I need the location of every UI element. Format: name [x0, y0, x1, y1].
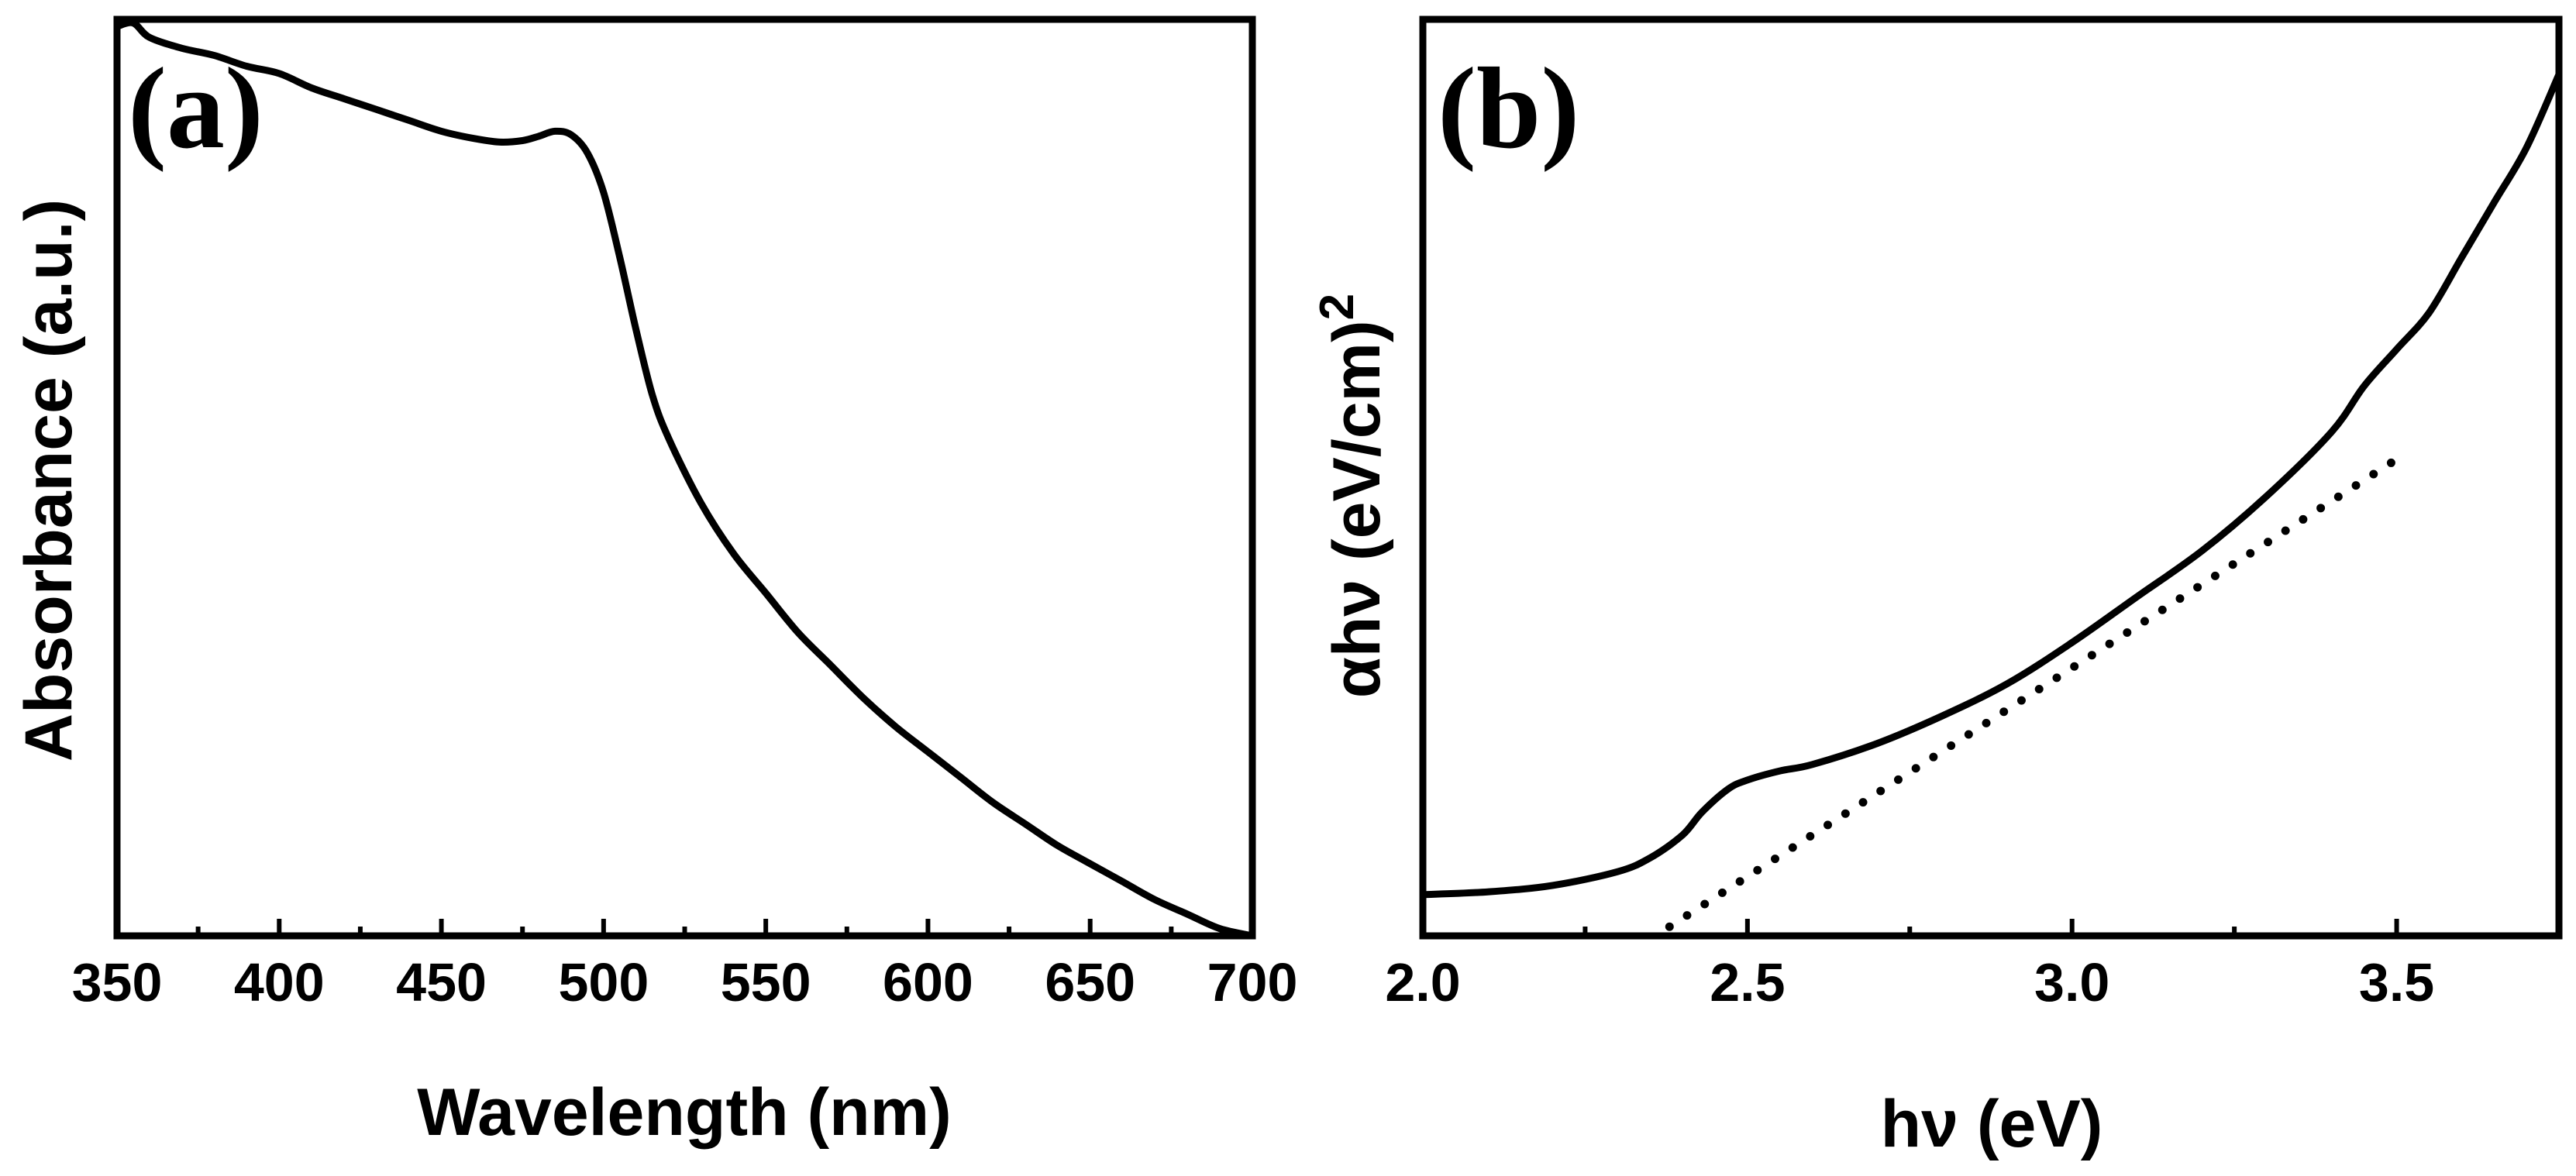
panel-a-x-tick-label: 350 — [72, 952, 163, 1013]
panel-b-x-ticks — [1421, 919, 2399, 936]
panel-b-series — [1419, 70, 2563, 931]
panel-a-x-ticks — [115, 919, 1255, 936]
panel-b-y-axis-title-superscript: 2 — [1310, 294, 1364, 320]
panel-a-x-tick-label: 650 — [1045, 952, 1135, 1013]
panel-a: (a) 350 400 450 500 550 600 650 700 Wavelength … — [12, 15, 1298, 1150]
panel-a-x-tick-label: 700 — [1207, 952, 1298, 1013]
panel-b-x-axis-title: hν (eV) — [1881, 1087, 2103, 1161]
panel-a-x-tick-label: 500 — [558, 952, 649, 1013]
panel-a-series — [113, 19, 1256, 940]
panel-b-data-line — [1419, 70, 2563, 899]
panel-b-y-axis-title-main: αhν (eV/cm) — [1320, 320, 1394, 698]
panel-b-frame — [1419, 15, 2563, 940]
panel-a-absorbance-line — [113, 19, 1256, 940]
panel-b-label: (b) — [1438, 44, 1579, 173]
panel-a-x-tick-label: 450 — [396, 952, 487, 1013]
panel-b-x-tick-label: 3.5 — [2359, 952, 2434, 1013]
panel-b-linear-fit-line — [1665, 455, 2402, 931]
panel-b-x-tick-label: 3.0 — [2034, 952, 2109, 1013]
panel-a-x-tick-labels: 350 400 450 500 550 600 650 700 — [72, 952, 1298, 1013]
panel-a-y-axis-title: Absorbance (a.u.) — [12, 199, 86, 762]
panel-b-y-axis-title: αhν (eV/cm)2 — [1310, 294, 1395, 698]
panel-a-x-tick-label: 400 — [234, 952, 325, 1013]
panel-b-x-tick-labels: 2.0 2.5 3.0 3.5 — [1385, 952, 2434, 1013]
panel-a-x-tick-label: 550 — [721, 952, 811, 1013]
panel-b-x-tick-label: 2.5 — [1710, 952, 1785, 1013]
panel-b: (b) 2.0 2.5 3.0 3.5 hν (eV) αhν (eV/cm)2 — [1310, 15, 2563, 1161]
panel-a-x-axis-title: Wavelength (nm) — [417, 1075, 952, 1150]
panel-a-x-tick-label: 600 — [883, 952, 973, 1013]
panel-b-x-tick-label: 2.0 — [1385, 952, 1460, 1013]
